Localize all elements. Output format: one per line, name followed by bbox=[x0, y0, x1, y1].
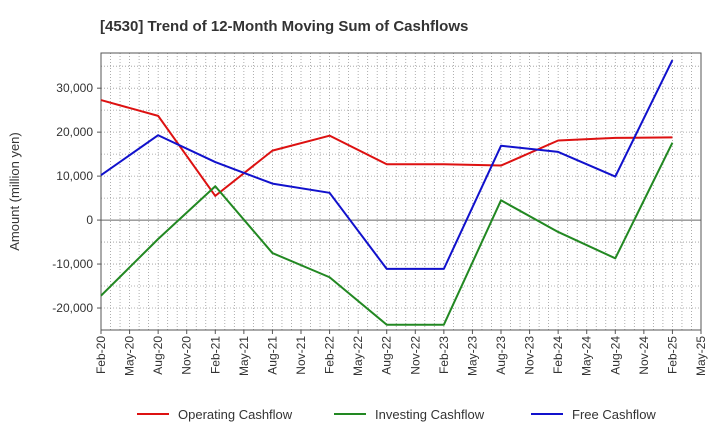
y-tick-label: -20,000 bbox=[52, 301, 93, 315]
x-tick-label: Nov-23 bbox=[523, 336, 537, 375]
x-tick-label: May-21 bbox=[237, 336, 251, 376]
x-tick-label: Nov-24 bbox=[637, 336, 651, 375]
x-tick-label: Aug-23 bbox=[494, 336, 508, 375]
x-tick-label: Feb-25 bbox=[665, 336, 679, 374]
grid-lines bbox=[100, 53, 702, 331]
x-tick-label: Aug-20 bbox=[151, 336, 165, 375]
x-axis-ticks: Feb-20 May-20 Aug-20 Nov-20 Feb-21 May-21 Aug-… bbox=[94, 330, 708, 376]
x-tick-label: Feb-24 bbox=[551, 336, 565, 374]
x-tick-label: May-24 bbox=[580, 336, 594, 376]
y-tick-label: 20,000 bbox=[56, 125, 93, 139]
legend-label: Operating Cashflow bbox=[178, 407, 293, 422]
x-tick-label: May-20 bbox=[123, 336, 137, 376]
series-line-operating-cashflow bbox=[100, 99, 673, 197]
series-line-free-cashflow bbox=[100, 59, 674, 270]
series-lines bbox=[100, 59, 674, 326]
y-axis-ticks: 30,000 20,000 10,000 0 -10,000 -20,000 bbox=[52, 81, 101, 315]
y-tick-label: 10,000 bbox=[56, 169, 93, 183]
x-tick-label: Aug-24 bbox=[608, 336, 622, 375]
x-tick-label: May-25 bbox=[694, 336, 708, 376]
x-tick-label: Nov-20 bbox=[180, 336, 194, 375]
legend-label: Free Cashflow bbox=[572, 407, 656, 422]
x-tick-label: Aug-21 bbox=[265, 336, 279, 375]
legend-label: Investing Cashflow bbox=[375, 407, 485, 422]
x-tick-label: May-23 bbox=[465, 336, 479, 376]
x-tick-label: Feb-20 bbox=[94, 336, 108, 374]
x-tick-label: Feb-21 bbox=[208, 336, 222, 374]
y-axis-label: Amount (million yen) bbox=[7, 132, 22, 251]
chart-title: [4530] Trend of 12-Month Moving Sum of C… bbox=[100, 18, 468, 35]
plot-area-frame bbox=[100, 52, 702, 331]
x-tick-label: Nov-21 bbox=[294, 336, 308, 375]
y-tick-label: 0 bbox=[86, 213, 93, 227]
x-tick-label: Feb-23 bbox=[437, 336, 451, 374]
y-tick-label: 30,000 bbox=[56, 81, 93, 95]
x-tick-label: Aug-22 bbox=[380, 336, 394, 375]
x-tick-label: Nov-22 bbox=[408, 336, 422, 375]
series-line-investing-cashflow bbox=[100, 142, 674, 326]
legend: Operating Cashflow Investing Cashflow Free… bbox=[137, 407, 656, 422]
x-tick-label: May-22 bbox=[351, 336, 365, 376]
y-tick-label: -10,000 bbox=[52, 257, 93, 271]
x-tick-label: Feb-22 bbox=[323, 336, 337, 374]
